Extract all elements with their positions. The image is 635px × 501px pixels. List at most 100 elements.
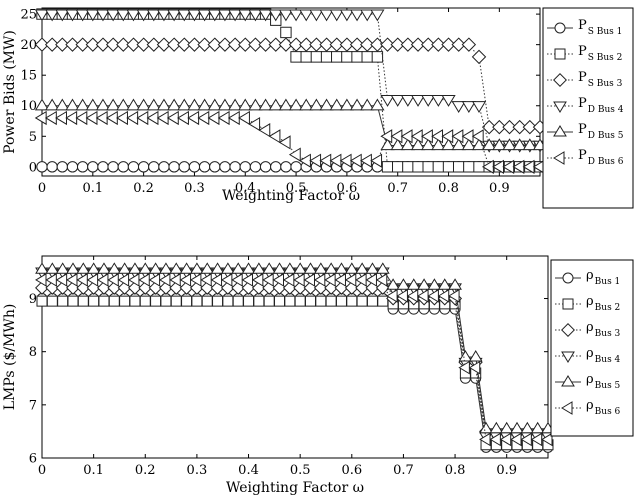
data-point	[468, 350, 483, 362]
data-point	[46, 295, 58, 307]
series-line	[42, 268, 548, 430]
legend-marker	[562, 298, 574, 310]
data-point	[116, 110, 128, 126]
data-point	[75, 110, 88, 126]
data-point	[105, 37, 121, 52]
data-point	[75, 98, 90, 111]
data-point	[65, 98, 80, 111]
y-tick-label: 5	[29, 130, 37, 145]
data-point	[427, 278, 442, 290]
data-point	[105, 110, 118, 126]
data-point	[400, 94, 416, 107]
y-tick-label: 20	[20, 38, 37, 53]
data-point	[293, 262, 308, 274]
data-point	[220, 262, 235, 274]
data-point	[431, 37, 446, 52]
x-tick-label: 0.5	[286, 181, 307, 196]
data-point	[339, 37, 355, 52]
legend-symbol: P	[578, 18, 587, 33]
data-point	[522, 119, 538, 135]
data-point	[36, 295, 48, 307]
data-point	[299, 37, 314, 52]
data-point	[97, 161, 109, 173]
data-point	[341, 51, 353, 63]
data-point	[380, 138, 395, 151]
data-point	[187, 110, 200, 126]
data-point	[421, 138, 436, 151]
data-point	[177, 98, 192, 111]
data-point	[55, 98, 70, 111]
legend-label: PD Bus 5	[578, 122, 624, 141]
data-point	[66, 161, 79, 173]
data-point	[309, 37, 324, 52]
data-point	[417, 278, 431, 290]
data-point	[98, 295, 110, 307]
data-point	[288, 9, 304, 22]
series-6	[35, 273, 553, 447]
data-point	[191, 295, 203, 307]
data-point	[190, 262, 204, 274]
legend-marker	[553, 73, 567, 87]
data-point	[231, 262, 246, 274]
legend-subscript: Bus 5	[595, 381, 621, 391]
data-point	[227, 110, 240, 126]
data-point	[187, 98, 202, 111]
data-point	[87, 161, 99, 173]
data-point	[284, 295, 296, 307]
data-point	[148, 262, 163, 274]
y-tick-label: 8	[29, 345, 37, 360]
x-tick-label: 0.6	[341, 463, 362, 478]
x-tick-label: 0.2	[135, 463, 156, 478]
x-tick-label: 0.9	[496, 463, 517, 478]
data-point	[126, 98, 141, 111]
data-point	[217, 110, 230, 126]
legend-symbol: P	[578, 44, 587, 59]
data-point	[334, 262, 349, 274]
data-point	[179, 262, 194, 274]
x-tick-label: 0.9	[489, 181, 510, 196]
data-point	[258, 123, 271, 138]
data-point	[156, 98, 172, 111]
legend-subscript: S Bus 3	[588, 79, 623, 89]
data-point	[106, 9, 121, 22]
data-point	[77, 295, 89, 307]
data-point	[380, 94, 395, 107]
legend-marker	[561, 401, 573, 415]
data-point	[370, 37, 385, 52]
data-point	[88, 295, 100, 307]
data-point	[156, 37, 172, 52]
data-point	[136, 37, 151, 52]
data-point	[319, 37, 334, 52]
data-point	[315, 295, 327, 307]
data-point	[197, 9, 212, 22]
data-point	[248, 9, 263, 22]
data-point	[331, 51, 343, 63]
data-point	[227, 37, 243, 52]
data-point	[262, 262, 277, 274]
data-point	[377, 295, 389, 307]
data-point	[197, 37, 212, 52]
legend-marker	[554, 48, 566, 60]
data-point	[85, 98, 100, 111]
data-point	[349, 98, 365, 111]
data-point	[360, 37, 375, 52]
data-point	[55, 9, 70, 22]
data-point	[170, 295, 182, 307]
data-point	[200, 262, 215, 274]
data-point	[156, 9, 172, 22]
data-point	[128, 262, 142, 274]
data-point	[248, 116, 261, 132]
data-point	[75, 9, 90, 22]
legend-label: ρBus 4	[586, 346, 621, 365]
data-point	[177, 110, 189, 126]
x-tick-label: 0.1	[83, 463, 104, 478]
data-point	[116, 98, 131, 111]
data-point	[309, 98, 324, 111]
data-point	[238, 37, 253, 52]
data-point	[46, 161, 58, 173]
legend-subscript: Bus 4	[595, 355, 621, 365]
data-point	[349, 9, 365, 22]
data-point	[95, 9, 111, 22]
data-point	[502, 119, 517, 135]
